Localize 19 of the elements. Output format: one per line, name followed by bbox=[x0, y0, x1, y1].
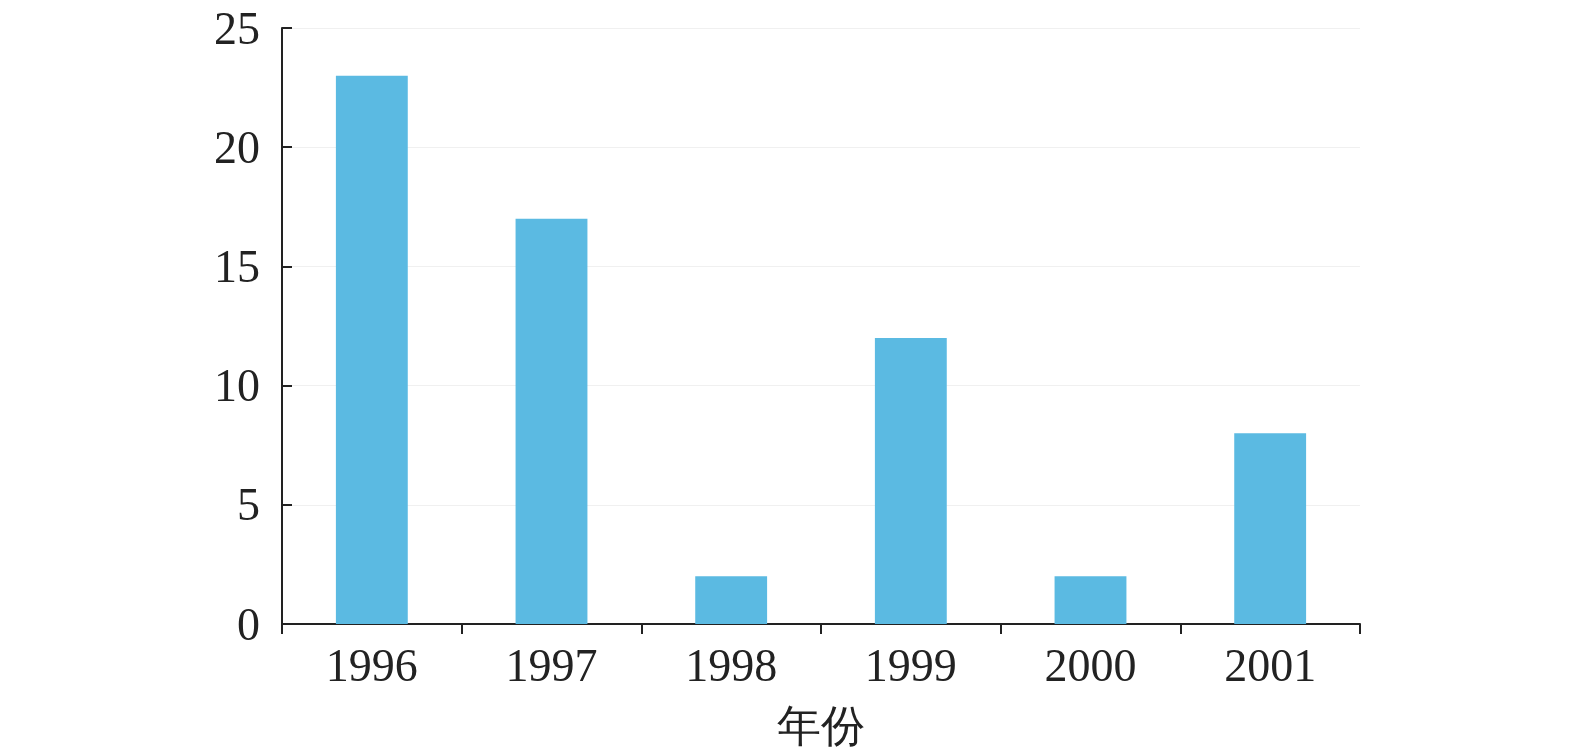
bar bbox=[695, 576, 768, 624]
y-tick-label: 5 bbox=[237, 479, 260, 531]
y-tick-label: 0 bbox=[237, 598, 260, 650]
x-axis-title: 年份 bbox=[777, 701, 865, 751]
y-tick-label: 15 bbox=[214, 240, 260, 292]
x-tick-label: 1998 bbox=[685, 639, 778, 691]
x-tick-label: 1997 bbox=[505, 639, 598, 691]
x-tick-label: 2001 bbox=[1224, 639, 1317, 691]
x-tick-label: 1996 bbox=[325, 639, 418, 691]
y-tick-label: 20 bbox=[214, 121, 260, 173]
bar bbox=[1234, 433, 1307, 624]
bar bbox=[515, 218, 588, 624]
bar bbox=[874, 337, 947, 624]
y-tick-label: 25 bbox=[214, 2, 260, 54]
bar bbox=[335, 75, 408, 624]
x-tick-label: 2000 bbox=[1044, 639, 1137, 691]
y-tick-label: 10 bbox=[214, 360, 260, 412]
x-tick-label: 1999 bbox=[864, 639, 957, 691]
bar bbox=[1054, 576, 1127, 624]
